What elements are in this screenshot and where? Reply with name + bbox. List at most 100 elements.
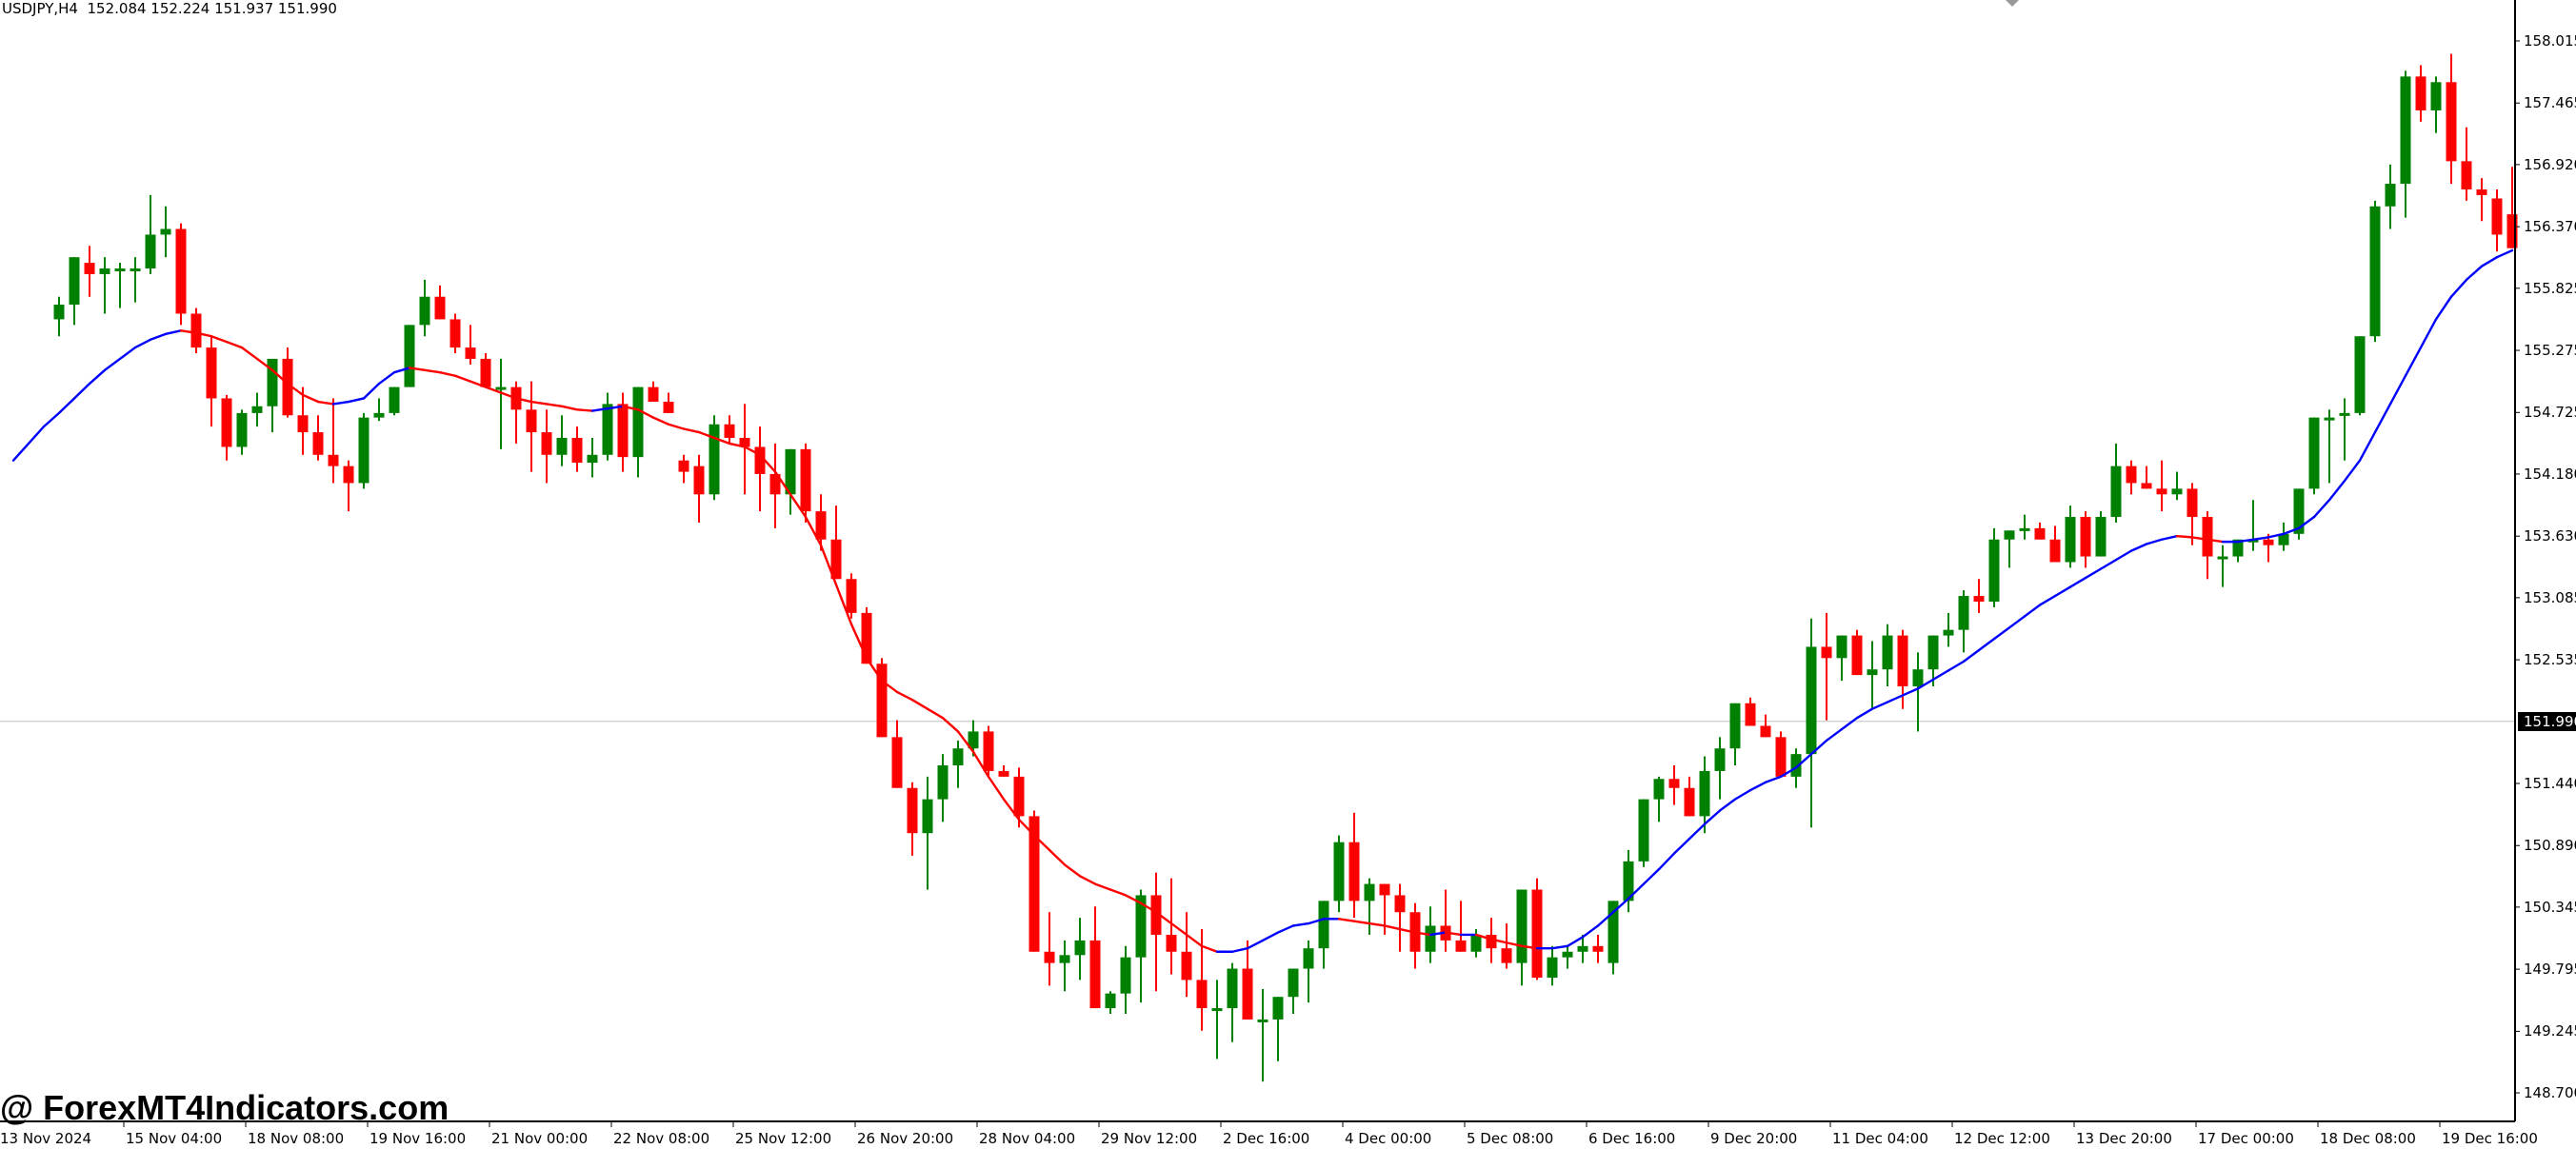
moving-average-line — [910, 699, 929, 710]
time-tick-label: 28 Nov 04:00 — [979, 1130, 1076, 1147]
price-tick-label: 155.275 — [2524, 342, 2576, 360]
time-tick-label: 12 Dec 12:00 — [1954, 1130, 2050, 1147]
moving-average-line — [545, 403, 564, 407]
bullish-candle — [2278, 533, 2289, 545]
bearish-candle — [206, 347, 217, 399]
bearish-candle — [1668, 779, 1680, 788]
moving-average-line — [987, 775, 1006, 801]
moving-average-line — [1520, 944, 1539, 950]
bullish-candle — [2232, 539, 2244, 557]
bullish-candle — [1927, 635, 1939, 670]
bearish-candle — [861, 612, 872, 664]
bullish-candle — [2369, 206, 2381, 337]
moving-average-line — [408, 366, 427, 372]
moving-average-line — [971, 750, 990, 779]
bearish-candle — [1760, 725, 1771, 738]
bearish-candle — [739, 437, 750, 447]
moving-average-line — [2358, 430, 2377, 462]
bullish-candle — [2171, 488, 2183, 495]
moving-average-line — [1185, 933, 1204, 948]
moving-average-line — [484, 386, 503, 394]
moving-average-line — [1093, 882, 1112, 891]
bearish-candle — [1166, 934, 1177, 952]
bearish-candle — [1821, 646, 1832, 659]
moving-average-line — [1048, 848, 1067, 866]
moving-average-line — [179, 329, 198, 334]
bearish-candle — [434, 296, 446, 320]
moving-average-line — [2449, 278, 2468, 298]
moving-average-line — [2434, 295, 2453, 321]
moving-average-line — [667, 423, 686, 430]
bullish-candle — [419, 296, 430, 326]
bullish-candle — [1120, 957, 1131, 994]
bullish-candle — [2065, 517, 2076, 563]
bullish-candle — [1074, 940, 1086, 956]
moving-average-line — [316, 400, 335, 406]
bullish-candle — [1562, 951, 1573, 958]
bearish-candle — [1394, 895, 1406, 913]
moving-average-line — [57, 397, 76, 415]
moving-average-line — [438, 370, 457, 377]
moving-average-line — [1642, 867, 1661, 885]
bullish-candle — [1867, 669, 1878, 676]
moving-average-line — [1550, 944, 1569, 950]
moving-average-line — [1809, 739, 1828, 756]
bullish-candle — [2400, 76, 2411, 185]
moving-average-line — [1947, 660, 1966, 672]
bullish-candle — [1958, 596, 1969, 630]
moving-average-line — [1307, 918, 1326, 925]
moving-average-line — [1383, 924, 1402, 931]
time-tick-label: 19 Dec 16:00 — [2442, 1130, 2538, 1147]
price-tick-label: 154.180 — [2524, 465, 2576, 483]
moving-average-line — [1596, 911, 1615, 927]
moving-average-line — [834, 584, 853, 625]
moving-average-line — [2373, 403, 2392, 434]
bearish-candle — [1089, 940, 1101, 1009]
bullish-candle — [1470, 934, 1482, 952]
shift-marker-icon[interactable] — [2006, 0, 2019, 7]
moving-average-line — [1337, 918, 1356, 922]
bullish-candle — [1303, 948, 1314, 969]
time-tick-label: 11 Dec 04:00 — [1832, 1130, 1928, 1147]
time-tick-label: 18 Dec 08:00 — [2320, 1130, 2416, 1147]
moving-average-line — [682, 427, 701, 434]
moving-average-line — [286, 382, 305, 397]
moving-average-line — [1611, 897, 1630, 914]
moving-average-line — [2266, 532, 2286, 539]
bearish-candle — [571, 437, 583, 464]
bullish-candle — [1135, 895, 1147, 958]
moving-average-line — [1444, 931, 1463, 937]
moving-average-line — [1505, 941, 1524, 948]
bearish-candle — [2126, 466, 2137, 484]
bullish-candle — [2019, 527, 2030, 531]
bullish-candle — [1516, 889, 1528, 963]
bullish-candle — [1547, 957, 1558, 979]
moving-average-line — [1840, 716, 1859, 731]
time-tick-label: 22 Nov 08:00 — [613, 1130, 710, 1147]
moving-average-line — [529, 400, 549, 406]
moving-average-line — [1764, 775, 1783, 784]
moving-average-line — [149, 332, 168, 341]
moving-average-line — [895, 690, 914, 702]
bullish-candle — [2308, 417, 2320, 489]
moving-average-line — [941, 716, 960, 733]
bearish-candle — [2263, 539, 2274, 545]
bearish-candle — [1501, 948, 1512, 963]
moving-average-line — [1078, 875, 1097, 885]
bullish-candle — [1577, 945, 1588, 952]
moving-average-line — [164, 329, 183, 336]
moving-average-line — [499, 391, 518, 400]
bearish-candle — [1973, 596, 1985, 602]
moving-average-line — [2236, 538, 2255, 544]
bullish-candle — [1836, 635, 1847, 659]
bullish-candle — [160, 228, 171, 235]
moving-average-line — [2388, 374, 2407, 406]
bullish-candle — [1943, 629, 1954, 636]
moving-average-line — [743, 446, 762, 456]
bearish-candle — [2415, 76, 2426, 110]
time-tick-label: 18 Nov 08:00 — [248, 1130, 345, 1147]
bullish-candle — [1653, 779, 1665, 800]
bearish-candle — [1196, 980, 1208, 1009]
moving-average-line — [2404, 346, 2423, 377]
